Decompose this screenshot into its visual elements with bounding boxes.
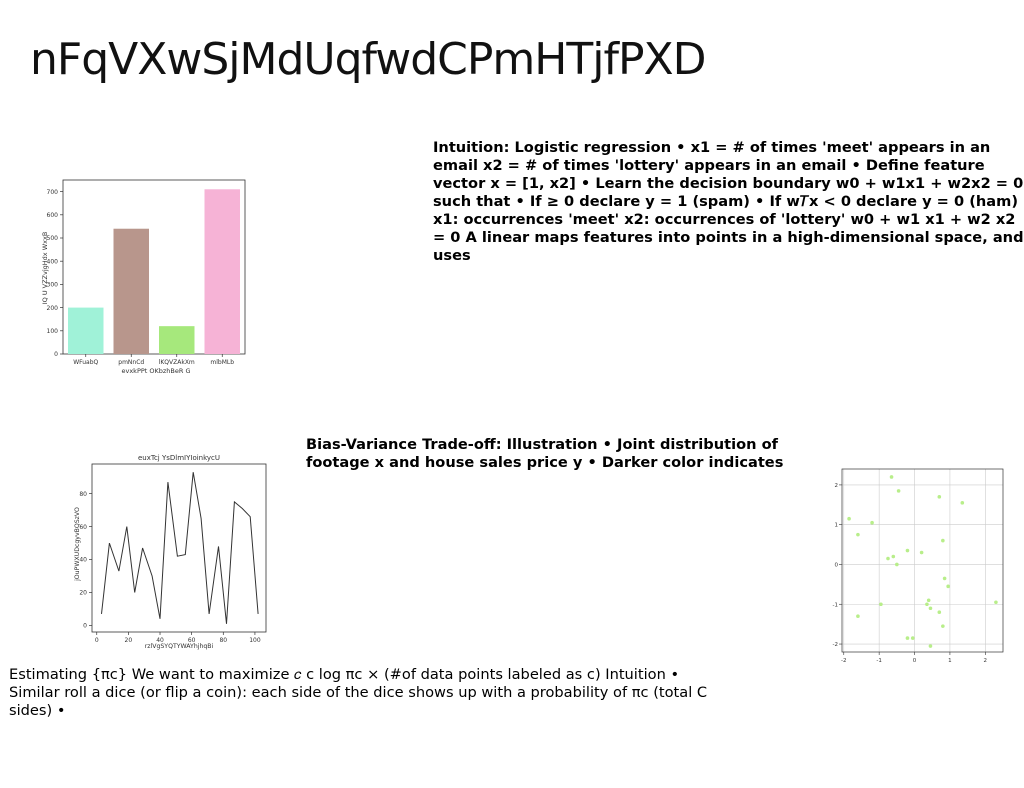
scatter-chart-ytick-label: -2 — [833, 642, 838, 648]
scatter-chart-point — [847, 516, 851, 521]
scatter-chart-ytick-label: -1 — [833, 602, 838, 608]
scatter-chart-point — [925, 602, 929, 607]
bar-chart-ytick-label: 600 — [47, 212, 59, 219]
bar-chart-bar — [159, 326, 195, 354]
scatter-chart-point — [896, 489, 901, 493]
bar-chart-category-label: lKQVZAkXm — [159, 359, 195, 366]
line-chart-series — [101, 472, 259, 624]
bar-chart-ytick-label: 200 — [47, 305, 59, 312]
line-chart-xtick-label: 20 — [125, 637, 133, 644]
bar-chart-category-label: WFuabQ — [73, 359, 98, 366]
line-chart-xtick-label: 40 — [156, 637, 164, 644]
scatter-chart-point — [941, 624, 945, 628]
line-chart-ytick-label: 20 — [79, 590, 87, 597]
bar-chart-bar — [204, 189, 240, 354]
scatter-chart-point — [941, 538, 945, 543]
scatter-chart-xtick-label: 2 — [984, 658, 988, 664]
scatter-chart-ytick-label: 0 — [835, 562, 839, 568]
scatter-chart-frame — [841, 468, 1004, 653]
line-chart-xtick-label: 0 — [95, 637, 99, 644]
line-chart-ytick-label: 0 — [83, 623, 87, 630]
scatter-chart-xtick-label: -1 — [876, 658, 881, 664]
line-chart-xlabel: rzlVgSYQTYWAYhjhqBi — [145, 643, 214, 650]
bar-chart-ylabel: IQ U VZZvjgHdx WxxB — [41, 232, 49, 305]
scatter-chart-point — [946, 584, 950, 589]
bar-chart-frame — [62, 179, 246, 355]
scatter-chart-xtick-label: 1 — [948, 658, 952, 664]
bar-chart: 0 100 200 300 400 500 600 700 WFuabQ pmNnCd lKQVZA… — [41, 179, 246, 375]
scatter-chart-point — [891, 554, 896, 559]
bar-chart-category-label: pmNnCd — [118, 359, 144, 366]
scatter-chart-point — [928, 644, 933, 648]
scatter-chart-point — [895, 562, 899, 567]
scatter-chart-point — [886, 556, 890, 561]
scatter-chart-point — [919, 550, 924, 555]
scatter-chart-xtick-label: 0 — [913, 658, 917, 664]
line-chart-xtick-label: 100 — [249, 637, 261, 644]
bar-chart-ytick-label: 500 — [47, 235, 59, 242]
scatter-chart-point — [994, 600, 998, 605]
bar-chart-xlabel: evxkPPt OKbzhBeR G — [121, 367, 190, 375]
bar-chart-ytick-label: 300 — [47, 282, 59, 289]
bar-chart-ytick-label: 100 — [47, 328, 59, 335]
line-chart-xtick-label: 80 — [219, 637, 227, 644]
scatter-chart-point — [910, 636, 915, 640]
scatter-chart-point — [937, 495, 942, 499]
scatter-chart-ytick-label: 2 — [835, 483, 839, 489]
line-chart-ytick-label: 40 — [79, 557, 87, 564]
line-chart: euxTcj YsDlmIYIoinkycU 0 20 40 60 80 0 20 40 60 8… — [74, 454, 267, 650]
estimating-pi-text: Estimating {πc} We want to maximize 𝑐 c … — [9, 666, 708, 719]
line-chart-ytick-label: 80 — [79, 491, 87, 498]
scatter-chart-point — [937, 610, 942, 615]
bar-chart-ytick-label: 400 — [47, 258, 59, 265]
scatter-chart-point — [942, 576, 947, 581]
bar-chart-ytick-label: 700 — [47, 189, 59, 196]
line-chart-ylabel: jOuPWXUDcgyvBQSzVO — [74, 507, 81, 582]
line-chart-frame — [91, 463, 267, 633]
scatter-chart-point — [870, 520, 874, 525]
scatter-chart-point — [905, 636, 910, 640]
scatter-chart-point — [889, 475, 894, 479]
scatter-chart-point — [926, 598, 931, 603]
scatter-chart-point — [879, 602, 883, 607]
scatter-chart-point — [928, 606, 933, 611]
bar-chart-bar — [68, 307, 104, 354]
slide-title: nFqVXwSjMdUqfwdCPmHTjfPXD — [30, 34, 707, 85]
logistic-regression-text: Intuition: Logistic regression • x1 = # … — [433, 139, 1024, 264]
scatter-chart: -2 -1 0 1 2 -2 -1 0 1 2 — [833, 468, 1004, 664]
scatter-chart-xtick-label: -2 — [841, 658, 846, 664]
bar-chart-ytick-label: 0 — [54, 351, 58, 358]
line-chart-title: euxTcj YsDlmIYIoinkycU — [138, 454, 220, 462]
scatter-chart-point — [905, 548, 910, 553]
line-chart-ytick-label: 60 — [79, 524, 87, 531]
bar-chart-category-label: mlbMLb — [210, 359, 234, 366]
scatter-chart-point — [856, 532, 860, 537]
line-chart-xtick-label: 60 — [188, 637, 196, 644]
bar-chart-bar — [113, 228, 149, 354]
bias-variance-text: Bias-Variance Trade-off: Illustration • … — [306, 436, 784, 471]
scatter-chart-ytick-label: 1 — [835, 523, 839, 529]
scatter-chart-point — [960, 501, 965, 505]
scatter-chart-point — [856, 614, 860, 618]
